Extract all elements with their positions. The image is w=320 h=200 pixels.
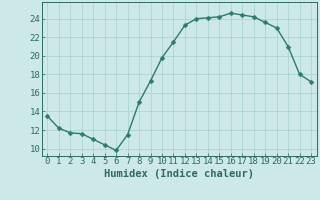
X-axis label: Humidex (Indice chaleur): Humidex (Indice chaleur)	[104, 169, 254, 179]
